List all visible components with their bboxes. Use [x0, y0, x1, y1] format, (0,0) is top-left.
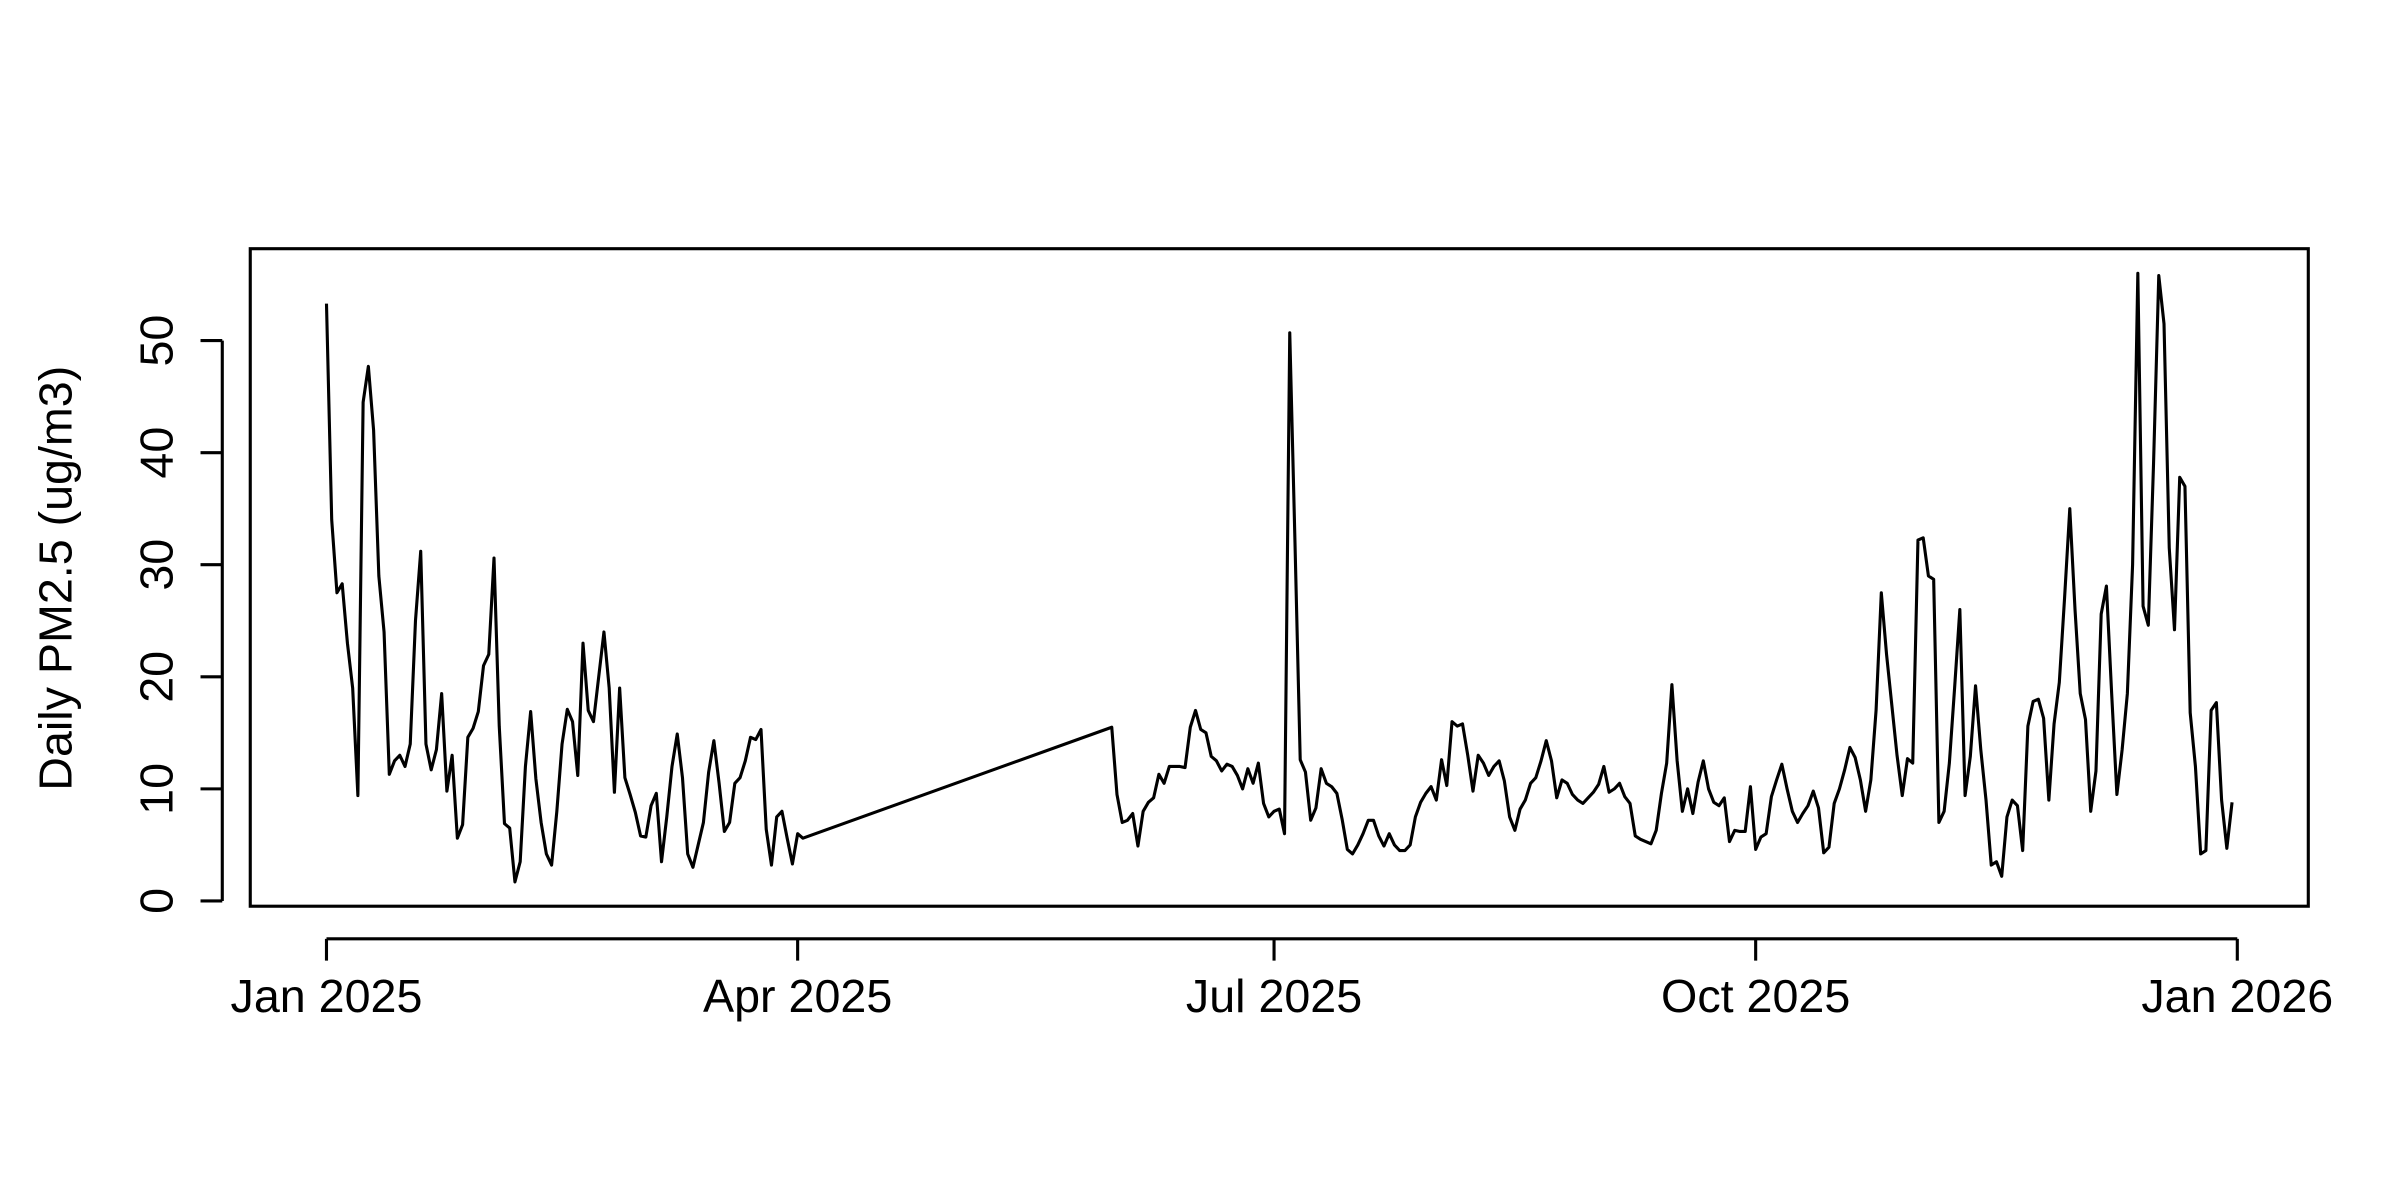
y-tick-label: 20 — [130, 651, 182, 703]
y-tick-label: 0 — [130, 888, 182, 914]
x-tick-label: Oct 2025 — [1661, 970, 1850, 1022]
y-tick-label: 50 — [130, 315, 182, 367]
x-tick-label: Jul 2025 — [1186, 970, 1362, 1022]
plot-frame — [248, 247, 2310, 908]
data-line — [324, 271, 2234, 884]
x-tick-label: Apr 2025 — [703, 970, 892, 1022]
y-tick-label: 40 — [130, 427, 182, 479]
x-tick-label: Jan 2025 — [231, 970, 423, 1022]
x-tick-label: Jan 2026 — [2141, 970, 2333, 1022]
y-tick-label: 30 — [130, 539, 182, 591]
y-axis-label: Daily PM2.5 (ug/m3) — [29, 366, 81, 791]
y-tick-label: 10 — [130, 763, 182, 815]
